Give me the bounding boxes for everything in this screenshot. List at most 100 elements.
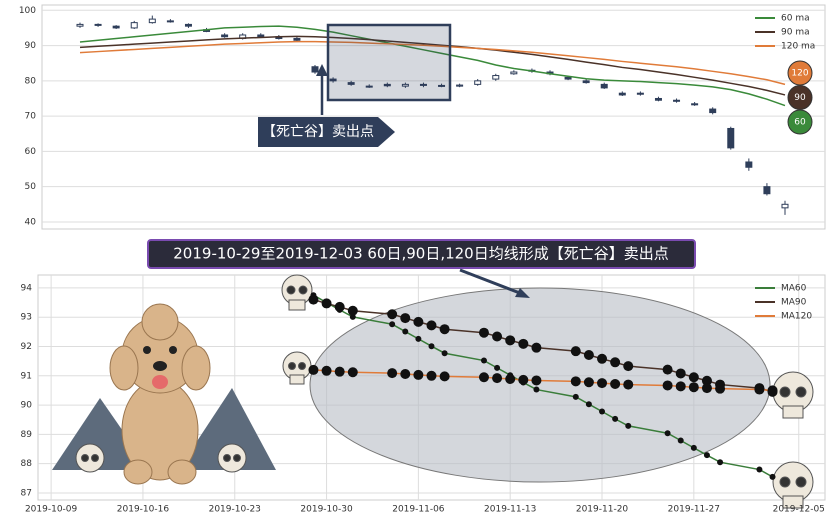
banner-title: 2019-10-29至2019-12-03 60日,90日,120日均线形成【死… — [173, 245, 668, 263]
candle-body — [654, 97, 662, 101]
ma-point — [492, 331, 503, 342]
candle-body — [618, 92, 626, 96]
ma-point — [334, 301, 345, 312]
ma-point — [518, 338, 529, 349]
ma-line — [79, 35, 786, 96]
banner-arrow — [459, 268, 526, 297]
ma-point — [439, 371, 450, 382]
ma-point — [664, 430, 671, 437]
ma-point — [583, 349, 594, 360]
ma-point — [688, 382, 699, 393]
candle-body — [727, 127, 735, 149]
y-tick-label: 89 — [21, 430, 33, 440]
x-tick-label: 2019-11-20 — [576, 505, 629, 515]
ma-point — [389, 321, 396, 328]
pointer-arrow-head — [316, 64, 328, 76]
candle-body — [148, 18, 156, 24]
x-tick-label: 2019-12-05 — [773, 505, 825, 515]
legend-label: 90 ma — [781, 28, 810, 38]
ma-point — [533, 386, 540, 393]
illustrations — [52, 23, 814, 509]
ma-point — [675, 368, 686, 379]
ma-point — [308, 294, 319, 305]
ma-point — [347, 305, 358, 316]
y-tick-label: 92 — [21, 342, 32, 352]
ma-point — [308, 364, 319, 375]
candle-body — [365, 85, 373, 88]
ma-point — [701, 383, 712, 394]
x-tick-label: 2019-10-16 — [117, 505, 170, 515]
ma-point — [767, 385, 778, 396]
candle-body — [76, 23, 84, 27]
banner-arrow-head — [515, 288, 530, 298]
candle-body — [184, 23, 192, 27]
y-tick-label: 90 — [25, 41, 37, 51]
x-tick-label: 2019-10-23 — [209, 505, 261, 515]
x-tick-label: 2019-11-13 — [484, 505, 536, 515]
candle-body — [94, 23, 102, 26]
ma-point — [321, 365, 332, 376]
ma-point — [400, 313, 411, 324]
ma-point — [662, 364, 673, 375]
candle-body — [691, 103, 699, 106]
y-tick-label: 50 — [25, 182, 37, 192]
ma-point — [623, 361, 634, 372]
ma-point — [426, 370, 437, 381]
end-label: 120 — [791, 69, 808, 79]
y-tick-label: 100 — [19, 6, 36, 16]
y-tick-label: 93 — [21, 313, 32, 323]
legend-label: 120 ma — [781, 42, 815, 52]
legend-label: MA120 — [781, 312, 812, 322]
candle-body — [401, 83, 409, 87]
legend-label: MA90 — [781, 298, 807, 308]
ma-point — [675, 381, 686, 392]
ma-point — [597, 353, 608, 364]
candle-body — [636, 92, 644, 95]
ma-point — [387, 309, 398, 320]
ma-line — [79, 25, 786, 107]
ma-point — [518, 374, 529, 385]
candle-body — [257, 34, 265, 38]
ma-point — [612, 415, 619, 422]
ma-point — [439, 324, 450, 335]
y-tick-label: 40 — [25, 217, 37, 227]
ma-point — [572, 393, 579, 400]
poodle — [109, 303, 211, 485]
candle-body — [673, 99, 681, 102]
end-label-badge — [787, 109, 813, 135]
ma-point — [570, 376, 581, 387]
candle-body — [293, 38, 301, 41]
x-tick-label: 2019-11-06 — [392, 505, 445, 515]
candle-body — [474, 80, 482, 85]
candle-body — [763, 186, 771, 195]
ma-point — [478, 327, 489, 338]
candle-body — [582, 80, 590, 84]
y-tick-label: 70 — [25, 112, 37, 122]
ma-point — [505, 335, 516, 346]
candle-body — [221, 34, 229, 38]
ma-point — [690, 444, 697, 451]
candle-body — [781, 203, 789, 209]
x-tick-label: 2019-10-30 — [300, 505, 353, 515]
candle-body — [311, 66, 319, 73]
y-tick-label: 94 — [21, 283, 33, 293]
x-tick-label: 2019-11-27 — [668, 505, 720, 515]
ma-point — [387, 368, 398, 379]
ma-point — [703, 452, 710, 459]
ma-point — [413, 316, 424, 327]
candle-body — [492, 75, 500, 80]
ma-point — [701, 375, 712, 386]
ma-point — [599, 408, 606, 415]
ma-point — [625, 422, 632, 429]
candle-body — [438, 84, 446, 87]
ma-point — [662, 380, 673, 391]
y-tick-label: 87 — [21, 488, 32, 498]
candle-body — [600, 83, 608, 89]
candle-body — [510, 71, 518, 75]
candle-body — [745, 161, 753, 168]
ma-point — [494, 364, 501, 371]
ma-point — [492, 373, 503, 384]
ma-point — [478, 372, 489, 383]
candle-body — [419, 83, 427, 86]
y-tick-label: 88 — [21, 459, 33, 469]
